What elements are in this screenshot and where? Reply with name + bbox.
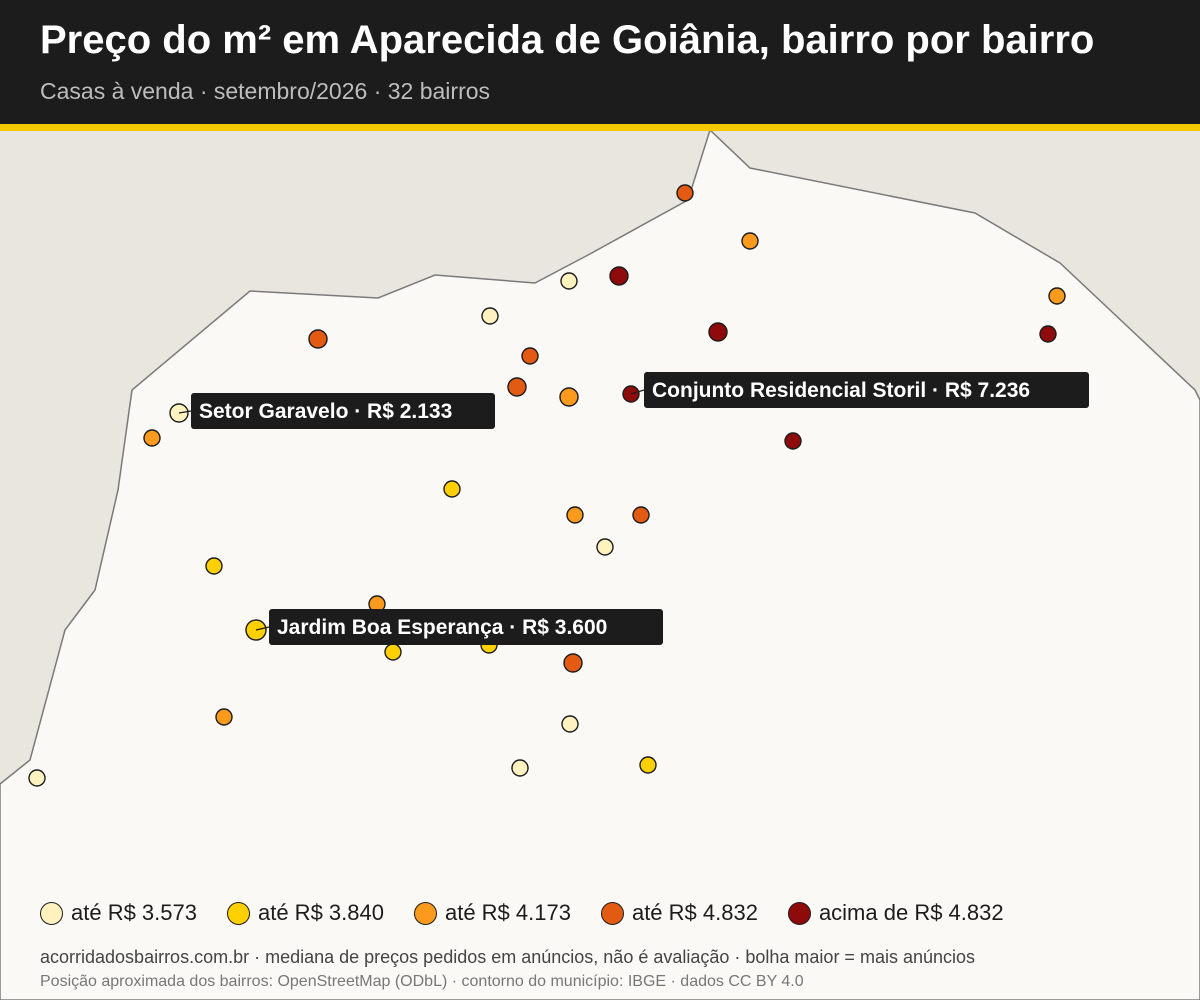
callout-label: Setor Garavelo · R$ 2.133 [199, 400, 452, 423]
legend-label: até R$ 4.832 [631, 900, 758, 925]
footer-credits: Posição aproximada dos bairros: OpenStre… [40, 973, 804, 990]
accent-bar [0, 124, 1200, 131]
neighborhood-marker [632, 506, 650, 524]
neighborhood-marker [741, 232, 759, 250]
neighborhood-marker [521, 347, 539, 365]
neighborhood-marker [308, 329, 328, 349]
neighborhood-marker [443, 480, 461, 498]
neighborhood-marker [28, 769, 46, 787]
callout: Setor Garavelo · R$ 2.133 [178, 393, 495, 429]
callouts: Setor Garavelo · R$ 2.133 Conjunto Reside… [178, 372, 1089, 645]
neighborhood-marker [708, 322, 728, 342]
neighborhood-marker [560, 272, 578, 290]
callout-box [644, 372, 1089, 408]
legend-label: até R$ 3.573 [71, 900, 197, 925]
neighborhood-marker [609, 266, 629, 286]
legend-item: até R$ 3.573 [40, 900, 197, 926]
neighborhood-marker [507, 377, 527, 397]
municipality-boundary [0, 131, 1200, 1000]
legend-swatch [787, 901, 811, 925]
callout: Jardim Boa Esperança · R$ 3.600 [255, 609, 663, 645]
page-title: Preço do m² em Aparecida de Goiânia, bai… [40, 18, 1095, 62]
page-subtitle: Casas à venda · setembro/2026 · 32 bairr… [40, 78, 491, 104]
callout-leader-line [255, 626, 270, 631]
neighborhood-marker [215, 708, 233, 726]
legend-swatch [413, 901, 437, 925]
callout-leader-line [630, 389, 645, 395]
neighborhood-marker [561, 715, 579, 733]
neighborhood-markers [28, 184, 1066, 787]
callout-label: Jardim Boa Esperança · R$ 3.600 [277, 616, 607, 639]
neighborhood-marker [384, 643, 402, 661]
legend-swatch [226, 901, 250, 925]
neighborhood-marker [566, 506, 584, 524]
neighborhood-marker [481, 307, 499, 325]
legend-item: até R$ 4.832 [600, 900, 758, 926]
neighborhood-marker [639, 756, 657, 774]
legend-item: acima de R$ 4.832 [787, 900, 1004, 926]
neighborhood-marker [563, 653, 583, 673]
legend-label: até R$ 4.173 [444, 900, 571, 925]
neighborhood-marker [511, 759, 529, 777]
legend-swatch [600, 901, 624, 925]
header: Preço do m² em Aparecida de Goiânia, bai… [0, 0, 1200, 124]
callout-leader-line [178, 410, 192, 414]
neighborhood-marker [1039, 325, 1057, 343]
legend-swatch [40, 901, 63, 925]
neighborhood-marker [1048, 287, 1066, 305]
callout-label: Conjunto Residencial Storil · R$ 7.236 [652, 379, 1030, 402]
footer-note: acorridadosbairros.com.br · mediana de p… [40, 947, 976, 967]
legend-item: até R$ 4.173 [413, 900, 571, 926]
neighborhood-marker [143, 429, 161, 447]
neighborhood-marker [596, 538, 614, 556]
neighborhood-marker [559, 387, 579, 407]
neighborhood-marker [784, 432, 802, 450]
map: Setor Garavelo · R$ 2.133 Conjunto Reside… [0, 131, 1200, 1000]
legend-label: até R$ 3.840 [257, 900, 384, 925]
legend: até R$ 3.573 até R$ 3.840 até R$ 4.173 a… [40, 896, 1034, 930]
callout-box [269, 609, 663, 645]
neighborhood-marker [205, 557, 223, 575]
neighborhood-marker [676, 184, 694, 202]
callout-box [191, 393, 495, 429]
callout: Conjunto Residencial Storil · R$ 7.236 [630, 372, 1089, 408]
legend-label: acima de R$ 4.832 [818, 900, 1004, 925]
legend-item: até R$ 3.840 [226, 900, 384, 926]
